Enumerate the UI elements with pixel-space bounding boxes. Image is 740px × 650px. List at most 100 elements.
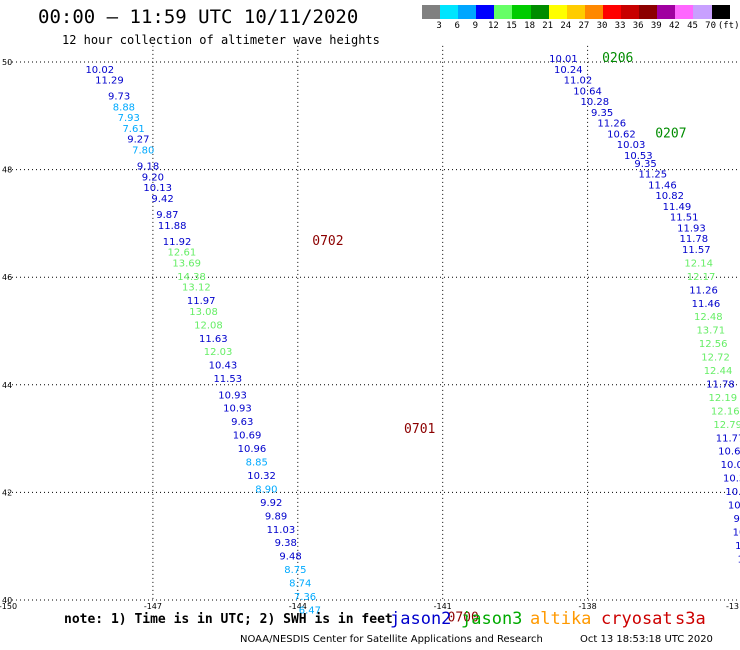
wave-height-value: 10.14 bbox=[728, 501, 740, 512]
wave-height-value: 10.94 bbox=[733, 527, 740, 538]
wave-height-value: 10.93 bbox=[218, 390, 247, 401]
satellite-name: altika bbox=[530, 609, 592, 629]
legend-swatch bbox=[693, 5, 712, 19]
legend-label: 18 bbox=[524, 21, 536, 31]
legend-label: 6 bbox=[454, 21, 460, 31]
wave-height-value: 8.90 bbox=[255, 484, 277, 495]
footer-note: note: 1) Time is in UTC; 2) SWH is in fe… bbox=[64, 612, 393, 627]
color-scale-labels: 3 6 9 12 15 18 21 24 27 30 33 36 39 42 45 70 (ft) bbox=[422, 21, 740, 33]
lon-tick-label: -141 bbox=[434, 602, 452, 611]
wave-height-value: 9.27 bbox=[127, 135, 149, 146]
wave-height-value: 9.87 bbox=[733, 514, 740, 525]
track-time-label: 0700 bbox=[448, 611, 479, 626]
wave-height-value: 10.36 bbox=[725, 487, 740, 498]
legend-label: 24 bbox=[560, 21, 572, 31]
wave-height-value: 10.24 bbox=[554, 65, 583, 76]
wave-height-value: 10.24 bbox=[737, 554, 740, 565]
legend-label: 3 bbox=[436, 21, 442, 31]
wave-height-value: 11.63 bbox=[199, 334, 228, 345]
wave-height-value: 11.78 bbox=[706, 379, 735, 390]
timestamp-text: Oct 13 18:53:18 UTC 2020 bbox=[580, 634, 713, 645]
wave-height-value: 10.69 bbox=[233, 431, 262, 442]
legend-swatch bbox=[440, 5, 459, 19]
lat-tick-label: 50 bbox=[2, 58, 12, 67]
wave-height-value: 12.19 bbox=[709, 393, 738, 404]
lon-tick-label: -147 bbox=[144, 602, 162, 611]
lat-tick-label: 44 bbox=[2, 381, 12, 390]
legend-swatch bbox=[458, 5, 477, 19]
wave-height-value: 10.03 bbox=[617, 140, 646, 151]
lat-tick-label: 42 bbox=[2, 488, 12, 497]
wave-height-value: 10.96 bbox=[238, 444, 267, 455]
wave-height-value: 12.14 bbox=[684, 258, 713, 269]
track-time-label: 0207 bbox=[655, 126, 686, 141]
wave-height-value: 11.57 bbox=[682, 245, 711, 256]
wave-height-value: 12.56 bbox=[699, 339, 728, 350]
wave-height-value: 8.74 bbox=[289, 579, 311, 590]
lon-tick-label: -138 bbox=[579, 602, 597, 611]
legend-label: 27 bbox=[578, 21, 590, 31]
satellite-name: cryosat bbox=[601, 609, 673, 629]
wave-height-value: 10.82 bbox=[655, 191, 684, 202]
wave-height-value: 9.87 bbox=[156, 210, 178, 221]
track-time-label: 0206 bbox=[602, 51, 633, 66]
wave-height-value: 13.12 bbox=[182, 283, 211, 294]
wave-height-value: 8.85 bbox=[246, 458, 268, 469]
legend-swatch bbox=[584, 5, 603, 19]
wave-height-value: 11.97 bbox=[187, 296, 216, 307]
wave-height-value: 11.51 bbox=[670, 213, 699, 224]
wave-height-value: 11.92 bbox=[163, 237, 192, 248]
wave-height-value: 10.38 bbox=[723, 474, 740, 485]
legend-swatch bbox=[621, 5, 640, 19]
legend-label: 30 bbox=[596, 21, 608, 31]
wave-height-value: 12.61 bbox=[168, 248, 197, 259]
wave-height-value: 13.71 bbox=[696, 326, 725, 337]
wave-height-value: 13.69 bbox=[172, 258, 201, 269]
legend-swatch bbox=[476, 5, 495, 19]
legend-label: 33 bbox=[614, 21, 626, 31]
wave-height-value: 11.49 bbox=[663, 202, 692, 213]
wave-height-value: 12.08 bbox=[194, 320, 223, 331]
wave-height-value: 9.48 bbox=[279, 552, 301, 563]
wave-height-value: 14.38 bbox=[177, 272, 206, 283]
wave-height-value: 10.64 bbox=[573, 86, 602, 97]
legend-label: 36 bbox=[632, 21, 644, 31]
wave-height-value: 10.04 bbox=[721, 460, 740, 471]
wave-height-value: 10.43 bbox=[209, 361, 238, 372]
wave-height-value: 12.44 bbox=[704, 366, 733, 377]
legend-label: (ft) bbox=[717, 21, 740, 31]
wave-height-value: 11.26 bbox=[689, 285, 718, 296]
wave-height-value: 9.35 bbox=[591, 108, 613, 119]
legend-label: 45 bbox=[687, 21, 698, 31]
wave-height-value: 11.46 bbox=[648, 180, 677, 191]
page-subtitle: 12 hour collection of altimeter wave hei… bbox=[62, 33, 380, 47]
wave-height-value: 11.46 bbox=[692, 299, 721, 310]
wave-height-value: 12.48 bbox=[694, 312, 723, 323]
wave-height-value: 9.42 bbox=[151, 194, 173, 205]
wave-height-value: 11.78 bbox=[680, 234, 709, 245]
track-time-label: 0702 bbox=[312, 234, 343, 249]
legend-swatch bbox=[548, 5, 567, 19]
satellite-name: s3a bbox=[675, 609, 706, 629]
wave-height-value: 9.35 bbox=[634, 159, 656, 170]
wave-height-value: 11.26 bbox=[597, 119, 626, 130]
wave-height-value: 10.32 bbox=[247, 471, 276, 482]
legend-swatch bbox=[494, 5, 513, 19]
wave-height-value: 11.77 bbox=[716, 433, 740, 444]
wave-height-value: 11.93 bbox=[677, 223, 706, 234]
legend-label: 9 bbox=[472, 21, 479, 31]
legend-swatch bbox=[530, 5, 549, 19]
satellite-name: jason2 bbox=[390, 609, 452, 629]
lon-tick-label: -13 bbox=[726, 602, 739, 611]
legend-label: 42 bbox=[668, 21, 680, 31]
wave-height-value: 12.79 bbox=[713, 420, 740, 431]
wave-height-value: 11.02 bbox=[564, 76, 593, 87]
legend-swatch bbox=[711, 5, 730, 19]
legend-label: 70 bbox=[705, 21, 717, 31]
lat-tick-label: 48 bbox=[2, 166, 12, 175]
wave-height-value: 6.47 bbox=[299, 605, 321, 616]
wave-height-value: 9.38 bbox=[275, 538, 297, 549]
wave-height-value: 9.89 bbox=[265, 511, 287, 522]
wave-height-value: 13.08 bbox=[189, 307, 218, 318]
legend-swatch bbox=[512, 5, 531, 19]
